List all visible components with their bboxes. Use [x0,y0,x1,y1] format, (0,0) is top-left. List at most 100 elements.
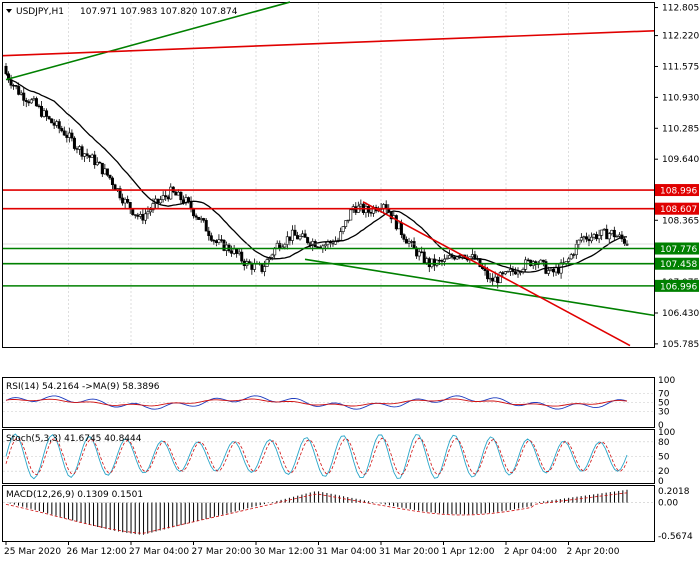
candlestick[interactable] [57,119,61,134]
candlestick[interactable] [298,234,302,241]
candlestick[interactable] [197,216,201,220]
falling-support-trendline[interactable] [304,258,655,317]
candlestick[interactable] [516,267,520,278]
candlestick[interactable] [323,241,327,251]
falling-resistance-trendline[interactable] [362,201,631,347]
candlestick[interactable] [143,208,147,225]
candlestick[interactable] [503,271,507,276]
candlestick[interactable] [179,191,183,204]
candle-body [443,258,447,262]
candlestick[interactable] [85,148,89,159]
candlestick[interactable] [209,232,213,242]
candlestick[interactable] [202,217,206,223]
candlestick[interactable] [574,239,578,259]
candlestick[interactable] [93,150,97,169]
rising-trendline[interactable] [5,1,291,81]
candlestick[interactable] [204,218,208,232]
candlestick[interactable] [346,219,350,224]
candle-body [539,259,543,264]
price-level-label: 108.607 [660,205,697,215]
candlestick[interactable] [584,232,588,243]
candlestick[interactable] [4,63,8,75]
candlestick[interactable] [194,213,198,221]
candle-body [164,195,168,198]
candlestick[interactable] [404,236,408,244]
candlestick[interactable] [590,232,594,244]
candlestick[interactable] [22,87,26,106]
candle-body [217,239,221,243]
upper-channel-line[interactable] [2,29,655,57]
candlestick[interactable] [402,233,406,243]
candlestick[interactable] [62,126,66,136]
candlestick[interactable] [164,190,168,201]
candlestick[interactable] [118,185,122,201]
candlestick[interactable] [80,144,84,160]
candlestick[interactable] [60,125,64,133]
candle-body [126,199,130,203]
candlestick[interactable] [72,136,76,151]
candle-body [55,121,59,126]
candle-body [339,231,343,241]
price-level-tag [655,184,699,197]
candlestick[interactable] [222,239,226,252]
candlestick[interactable] [597,229,601,244]
candlestick[interactable] [349,208,353,221]
candlestick[interactable] [50,118,54,124]
candlestick[interactable] [306,236,310,245]
candlestick[interactable] [207,226,211,241]
candlestick[interactable] [169,183,173,200]
candlestick[interactable] [612,226,616,240]
candle-body [42,110,46,117]
candlestick[interactable] [110,176,114,190]
candlestick[interactable] [615,234,619,238]
candlestick[interactable] [98,161,102,164]
candlestick[interactable] [47,115,51,121]
candlestick[interactable] [70,129,74,142]
candlestick[interactable] [567,256,571,267]
candlestick[interactable] [341,225,345,235]
candlestick[interactable] [498,271,502,284]
candle-body [219,239,223,241]
candlestick[interactable] [422,248,426,265]
candlestick[interactable] [105,168,109,177]
candlestick[interactable] [293,224,297,236]
candlestick[interactable] [344,220,348,229]
candle-body [199,218,203,220]
candle-body [448,255,452,259]
candlestick[interactable] [126,195,130,204]
candlestick[interactable] [24,97,28,108]
macd-panel[interactable] [2,485,655,542]
candlestick[interactable] [607,232,611,245]
candlestick[interactable] [445,254,449,260]
candle-body [169,186,173,200]
candlestick[interactable] [113,183,117,190]
candlestick[interactable] [217,234,221,245]
candlestick[interactable] [394,214,398,231]
candlestick[interactable] [34,96,38,107]
candlestick[interactable] [569,252,573,260]
candlestick[interactable] [407,237,411,248]
candle-body [290,229,294,241]
candlestick[interactable] [161,191,165,203]
candlestick[interactable] [108,174,112,181]
candlestick[interactable] [240,248,244,265]
candlestick[interactable] [45,108,49,121]
price-tick-label: 106.430 [662,309,699,319]
candlestick[interactable] [303,229,307,238]
candlestick[interactable] [483,264,487,276]
candlestick[interactable] [577,239,581,250]
candlestick[interactable] [29,98,33,104]
candlestick[interactable] [131,208,135,216]
stoch-tick-label: 80 [658,438,670,448]
candlestick[interactable] [579,233,583,243]
candlestick[interactable] [417,248,421,261]
candlestick[interactable] [397,222,401,230]
candlestick[interactable] [159,195,163,206]
candlestick[interactable] [600,229,604,241]
candlestick[interactable] [544,259,548,275]
chart-menu-icon[interactable] [6,9,12,13]
candlestick[interactable] [506,270,510,273]
candlestick[interactable] [14,84,18,90]
